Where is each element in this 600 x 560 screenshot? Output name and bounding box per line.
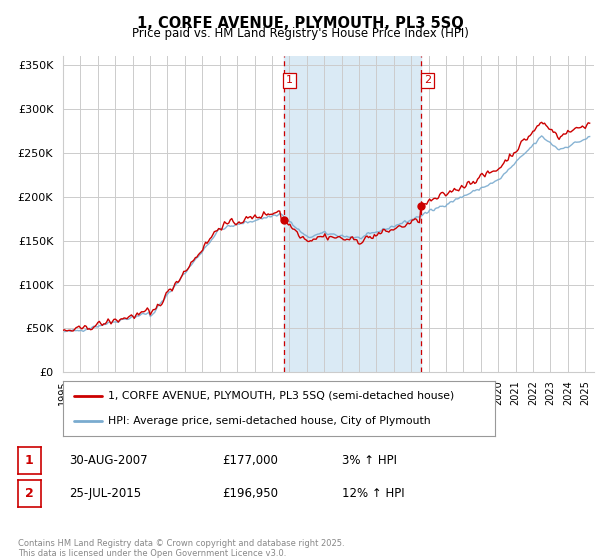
Text: 1, CORFE AVENUE, PLYMOUTH, PL3 5SQ (semi-detached house): 1, CORFE AVENUE, PLYMOUTH, PL3 5SQ (semi… — [109, 391, 455, 400]
Bar — [284, 56, 421, 372]
Text: 2: 2 — [25, 487, 34, 501]
Text: 12% ↑ HPI: 12% ↑ HPI — [342, 487, 404, 501]
Text: 1: 1 — [25, 454, 34, 467]
Text: 3% ↑ HPI: 3% ↑ HPI — [342, 454, 397, 467]
Text: Price paid vs. HM Land Registry's House Price Index (HPI): Price paid vs. HM Land Registry's House … — [131, 27, 469, 40]
Text: HPI: Average price, semi-detached house, City of Plymouth: HPI: Average price, semi-detached house,… — [109, 416, 431, 426]
Text: 25-JUL-2015: 25-JUL-2015 — [69, 487, 141, 501]
Text: £177,000: £177,000 — [222, 454, 278, 467]
Text: Contains HM Land Registry data © Crown copyright and database right 2025.
This d: Contains HM Land Registry data © Crown c… — [18, 539, 344, 558]
Text: £196,950: £196,950 — [222, 487, 278, 501]
Text: 2: 2 — [424, 76, 431, 85]
Text: 1: 1 — [286, 76, 293, 85]
Text: 30-AUG-2007: 30-AUG-2007 — [69, 454, 148, 467]
Text: 1, CORFE AVENUE, PLYMOUTH, PL3 5SQ: 1, CORFE AVENUE, PLYMOUTH, PL3 5SQ — [137, 16, 463, 31]
